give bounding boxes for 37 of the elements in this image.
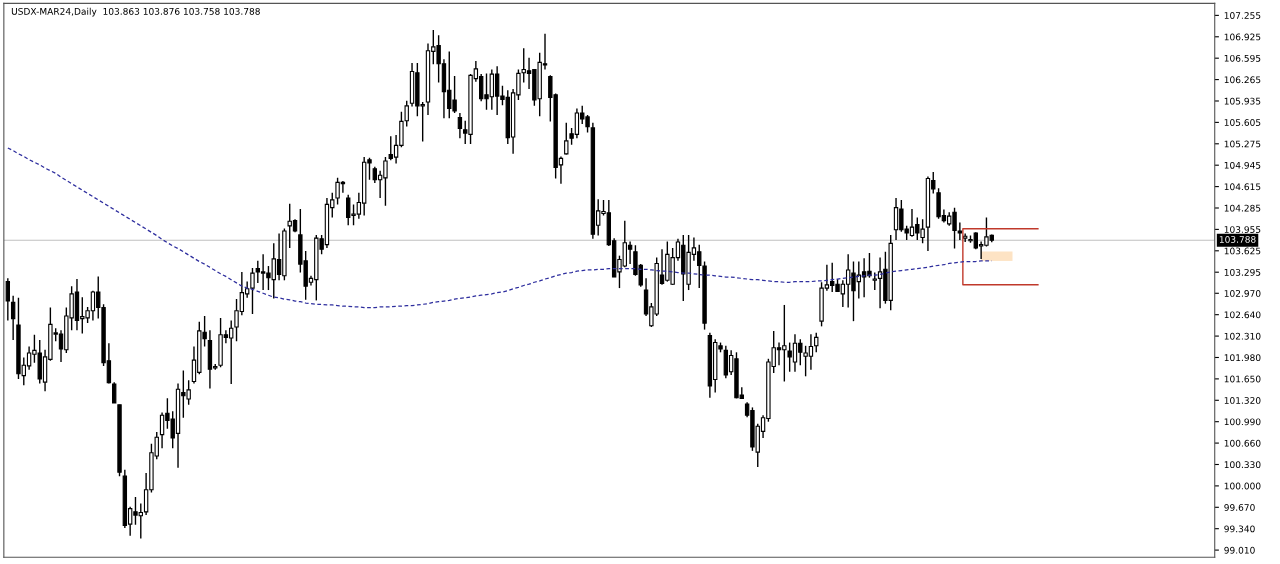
y-tick-label: 103.625	[1224, 247, 1261, 255]
candlestick	[814, 332, 819, 353]
chart-title: USDX-MAR24,Daily 103.863 103.876 103.758 103.788	[11, 7, 260, 17]
y-tick-label: 99.340	[1224, 525, 1255, 533]
y-tick-label: 100.990	[1224, 418, 1261, 426]
ref-line-label: 103.788	[1219, 236, 1256, 243]
y-tick-label: 100.660	[1224, 439, 1261, 447]
y-tick-label: 106.925	[1224, 33, 1261, 41]
y-tick-label: 101.320	[1224, 397, 1261, 404]
candlestick	[404, 99, 409, 128]
candlestick	[250, 267, 255, 315]
y-tick-label: 102.310	[1224, 332, 1261, 340]
y-tick-label: 107.255	[1224, 12, 1261, 19]
y-tick-label: 102.640	[1224, 311, 1261, 319]
y-tick-label: 101.980	[1224, 354, 1261, 362]
y-tick-label: 99.010	[1224, 546, 1255, 554]
y-tick-label: 100.330	[1224, 461, 1261, 469]
y-tick-label: 105.275	[1224, 140, 1261, 148]
y-tick-label: 103.295	[1224, 268, 1261, 276]
y-tick-label: 103.955	[1224, 226, 1261, 233]
y-tick-label: 104.615	[1224, 183, 1261, 191]
candlestick	[564, 122, 569, 156]
y-tick-label: 105.935	[1224, 97, 1261, 105]
y-tick-label: 102.970	[1224, 290, 1261, 297]
candlestick	[5, 277, 11, 322]
candlestick	[111, 381, 117, 404]
y-tick-label: 105.605	[1224, 119, 1261, 126]
candlestick	[457, 112, 463, 139]
y-tick-label: 106.265	[1224, 76, 1261, 84]
y-tick-label: 104.285	[1224, 204, 1261, 212]
candlestick	[255, 260, 261, 284]
y-tick-label: 100.000	[1224, 482, 1261, 490]
candlestick	[10, 295, 16, 341]
y-tick-label: 99.670	[1224, 504, 1255, 511]
y-tick-label: 104.945	[1224, 161, 1261, 169]
y-tick-label: 106.595	[1224, 54, 1261, 62]
y-tick-label: 101.650	[1224, 375, 1261, 383]
